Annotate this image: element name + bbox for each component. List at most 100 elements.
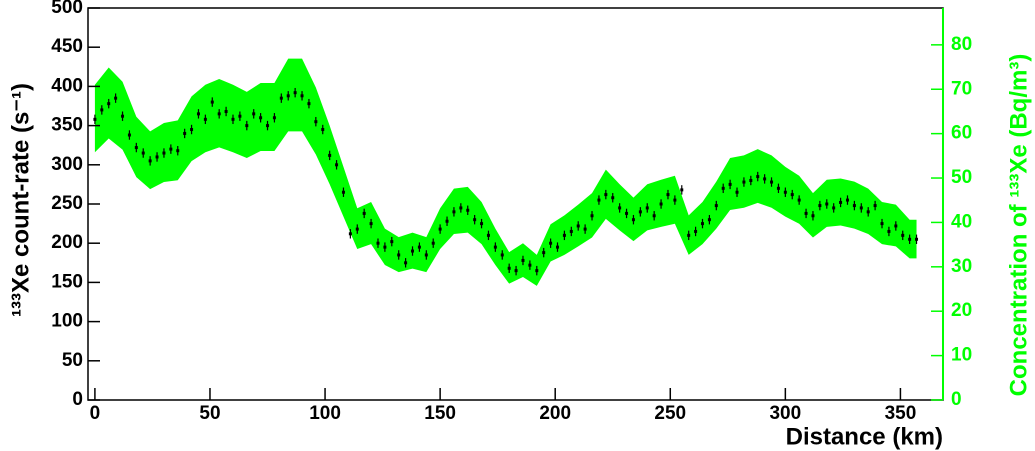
- y2-tick-label: 50: [951, 167, 972, 188]
- y-tick-label: 200: [51, 232, 83, 253]
- y2-tick-label: 10: [951, 345, 972, 366]
- data-point: [134, 146, 138, 150]
- data-point: [203, 117, 207, 121]
- data-point: [473, 218, 477, 222]
- data-point: [266, 124, 270, 128]
- data-point: [114, 96, 118, 100]
- data-point: [873, 204, 877, 208]
- x-tick-label: 50: [199, 403, 220, 424]
- y2-tick-label: 30: [951, 256, 972, 277]
- y-tick-label: 50: [62, 350, 83, 371]
- data-point: [459, 206, 463, 210]
- x-axis-title: Distance (km): [786, 423, 943, 450]
- data-point: [659, 202, 663, 206]
- data-point: [196, 112, 200, 116]
- data-point: [618, 206, 622, 210]
- y2-axis-title: Concentration of ¹³³Xe (Bq/m³): [1005, 54, 1032, 397]
- data-point: [445, 219, 449, 223]
- data-point: [169, 147, 173, 151]
- data-point: [797, 198, 801, 202]
- y2-tick-label: 80: [951, 34, 972, 55]
- data-point: [321, 128, 325, 132]
- data-point: [576, 224, 580, 228]
- data-point: [770, 180, 774, 184]
- data-point: [314, 120, 318, 124]
- y-tick-label: 450: [51, 36, 83, 57]
- data-point: [493, 245, 497, 249]
- data-point: [121, 114, 125, 118]
- data-point: [825, 202, 829, 206]
- data-point: [776, 186, 780, 190]
- data-point: [859, 206, 863, 210]
- data-point: [480, 222, 484, 226]
- y-tick-label: 300: [51, 154, 83, 175]
- data-point: [348, 232, 352, 236]
- data-point: [721, 186, 725, 190]
- data-point: [625, 211, 629, 215]
- data-point: [224, 109, 228, 113]
- x-tick-label: 300: [769, 403, 801, 424]
- data-point: [238, 114, 242, 118]
- y-tick-label: 150: [51, 271, 83, 292]
- y-tick-label: 250: [51, 193, 83, 214]
- data-point: [176, 149, 180, 153]
- data-point: [272, 116, 276, 120]
- data-point: [680, 188, 684, 192]
- data-point: [818, 204, 822, 208]
- data-point: [376, 241, 380, 245]
- y-axis-title: ¹³³Xe count-rate (s⁻¹): [7, 83, 34, 317]
- y-tick-label: 350: [51, 115, 83, 136]
- data-point: [783, 190, 787, 194]
- data-point: [127, 133, 131, 137]
- data-point: [93, 117, 97, 121]
- data-point: [852, 204, 856, 208]
- data-point: [666, 193, 670, 197]
- data-point: [355, 227, 359, 231]
- data-point: [210, 100, 214, 104]
- data-point: [286, 94, 290, 98]
- data-point: [155, 155, 159, 159]
- data-point: [714, 204, 718, 208]
- data-point: [845, 198, 849, 202]
- data-point: [673, 198, 677, 202]
- data-point: [687, 233, 691, 237]
- x-tick-label: 150: [424, 403, 456, 424]
- data-point: [694, 229, 698, 233]
- data-point: [728, 182, 732, 186]
- y2-tick-label: 40: [951, 211, 972, 232]
- data-point: [507, 266, 511, 270]
- data-point: [341, 190, 345, 194]
- y2-tick-label: 60: [951, 123, 972, 144]
- x-tick-label: 100: [309, 403, 341, 424]
- data-point: [190, 128, 194, 132]
- y-tick-label: 100: [51, 311, 83, 332]
- data-point: [141, 151, 145, 155]
- data-point: [162, 151, 166, 155]
- x-tick-label: 350: [885, 403, 917, 424]
- y2-tick-label: 70: [951, 78, 972, 99]
- data-point: [866, 210, 870, 214]
- data-point: [590, 214, 594, 218]
- data-point: [417, 245, 421, 249]
- data-point: [279, 96, 283, 100]
- data-point: [252, 112, 256, 116]
- data-point: [839, 200, 843, 204]
- data-point: [521, 258, 525, 262]
- data-point: [300, 94, 304, 98]
- data-point: [397, 253, 401, 257]
- data-point: [452, 210, 456, 214]
- data-point: [556, 245, 560, 249]
- data-point: [404, 261, 408, 265]
- x-tick-label: 0: [90, 403, 101, 424]
- data-point: [832, 206, 836, 210]
- data-point: [148, 159, 152, 163]
- data-point: [431, 241, 435, 245]
- data-point: [107, 102, 111, 106]
- y2-tick-label: 0: [951, 389, 962, 410]
- data-point: [390, 240, 394, 244]
- data-point: [369, 222, 373, 226]
- data-point: [500, 253, 504, 257]
- data-point: [466, 208, 470, 212]
- data-point: [528, 263, 532, 267]
